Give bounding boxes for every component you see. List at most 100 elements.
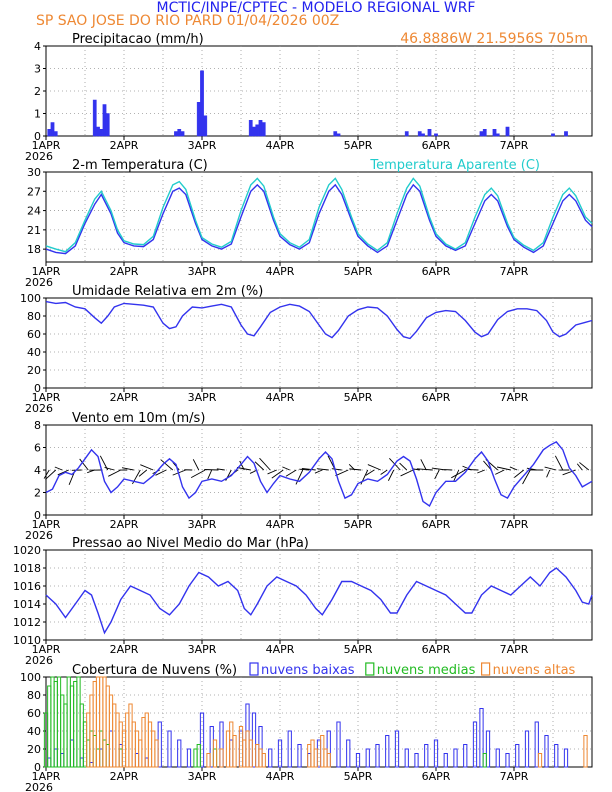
- y-tick-label: 6: [34, 442, 41, 455]
- wind-arrow: [259, 457, 271, 471]
- y-tick-label: 27: [27, 185, 41, 198]
- wind-arrow: [172, 469, 186, 476]
- bar-clouds-2: [326, 753, 331, 768]
- wind-arrow: [420, 459, 427, 471]
- bar-precip-0: [421, 133, 425, 137]
- x-tick-label: 2APR: [110, 265, 139, 278]
- panel-precip: 0 1 2 3 4 1APR 2APR 3APR 4APR 5APR 6APR 7APR 2026 Pre…: [25, 32, 593, 163]
- wind-arrow: [365, 469, 375, 476]
- bar-clouds-0: [453, 748, 458, 768]
- panel-title: 2-m Temperatura (C): [72, 158, 208, 173]
- wind-arrow: [190, 469, 206, 478]
- panel-title: Pressao ao Nivel Medio do Mar (hPa): [72, 536, 309, 551]
- legend-label-1: nuvens medias: [377, 663, 476, 678]
- wind-arrow: [431, 467, 446, 471]
- wind-arrow: [301, 467, 316, 471]
- y-tick-label: 40: [27, 346, 41, 359]
- bar-precip-0: [252, 126, 256, 137]
- bar-precip-0: [102, 104, 107, 137]
- wind-arrow: [282, 466, 290, 471]
- bar-clouds-0: [186, 748, 192, 768]
- y-tick-label: 0: [34, 761, 41, 774]
- bar-clouds-2: [583, 735, 588, 768]
- bar-precip-0: [47, 129, 52, 137]
- x-tick-label: 6APR: [422, 518, 451, 531]
- y-tick-label: 1020: [13, 544, 41, 557]
- bar-clouds-0: [365, 748, 370, 768]
- wind-arrow: [477, 469, 485, 474]
- wind-arrow: [434, 469, 440, 480]
- bar-clouds-0: [495, 748, 500, 768]
- panel-slp: 1010 1012 1014 1016 1018 1020 1APR 2APR 3APR 4APR…: [13, 536, 593, 667]
- wind-arrow: [79, 458, 89, 471]
- x-year-label: 2026: [25, 402, 53, 415]
- x-tick-label: 3APR: [188, 643, 217, 656]
- panel-rh: 0 20 40 60 80 100 1APR 2APR 3APR 4APR 5APR 6APR 7APR…: [20, 284, 593, 415]
- bar-precip-0: [105, 113, 110, 137]
- wind-arrow: [108, 469, 121, 477]
- x-tick-label: 6APR: [422, 770, 451, 783]
- x-tick-label: 3APR: [188, 139, 217, 152]
- bar-clouds-2: [206, 753, 211, 768]
- y-tick-label: 4: [34, 464, 41, 477]
- bar-clouds-0: [268, 748, 273, 768]
- bar-precip-0: [255, 124, 260, 137]
- wind-arrow: [380, 469, 388, 475]
- y-tick-label: 60: [27, 707, 41, 720]
- x-tick-label: 1APR: [32, 518, 61, 531]
- header-station: SP SAO JOSE DO RIO PARD 01/04/2026 00Z: [36, 13, 339, 29]
- bar-precip-0: [174, 131, 178, 137]
- bar-clouds-0: [479, 708, 484, 768]
- bar-clouds-0: [375, 744, 380, 768]
- legend-apparent-temp: Temperatura Aparente (C): [369, 158, 540, 173]
- panel-title: Vento em 10m (m/s): [72, 411, 205, 426]
- x-tick-label: 1APR: [32, 643, 61, 656]
- bar-clouds-0: [563, 748, 569, 768]
- bar-clouds-2: [313, 748, 318, 768]
- bar-clouds-0: [515, 744, 520, 768]
- bar-precip-0: [53, 131, 58, 137]
- series-line-temp-0: [45, 183, 593, 255]
- series-line-temp-1: [45, 177, 593, 253]
- panel-title: Cobertura de Nuvens (%): [72, 663, 237, 678]
- bar-clouds-0: [177, 739, 182, 768]
- y-tick-label: 100: [20, 671, 41, 684]
- bar-precip-0: [92, 99, 97, 137]
- panel-clouds: 0 20 40 60 80 100 1APR 2APR 3APR 4APR 5APR 6APR 7APR…: [20, 662, 593, 792]
- x-tick-label: 6APR: [422, 139, 451, 152]
- x-tick-label: 7APR: [500, 139, 529, 152]
- y-tick-label: 100: [20, 292, 41, 305]
- bar-clouds-0: [463, 744, 468, 768]
- wind-arrow: [314, 469, 323, 474]
- x-tick-label: 5APR: [344, 265, 373, 278]
- x-tick-label: 3APR: [188, 265, 217, 278]
- series-line-slp-0: [45, 567, 593, 635]
- bar-precip-0: [177, 129, 182, 137]
- x-tick-label: 2APR: [110, 643, 139, 656]
- bar-clouds-0: [199, 712, 205, 768]
- y-tick-label: 8: [34, 419, 41, 432]
- x-tick-label: 3APR: [188, 518, 217, 531]
- wind-arrow: [267, 469, 277, 475]
- y-tick-label: 0: [34, 130, 41, 143]
- wind-arrow: [236, 467, 251, 471]
- bar-precip-0: [551, 133, 555, 137]
- bar-precip-0: [564, 131, 568, 137]
- bar-precip-0: [248, 120, 253, 137]
- bar-clouds-0: [534, 721, 539, 768]
- x-tick-label: 4APR: [266, 265, 295, 278]
- bar-clouds-1: [196, 744, 201, 768]
- series-line-wind-0: [45, 441, 593, 508]
- y-tick-label: 30: [27, 166, 41, 179]
- y-tick-label: 20: [27, 743, 41, 756]
- y-tick-label: 20: [27, 364, 41, 377]
- x-tick-label: 6APR: [422, 643, 451, 656]
- bar-precip-0: [196, 102, 201, 137]
- wind-arrow: [554, 455, 564, 471]
- x-tick-label: 2APR: [110, 391, 139, 404]
- wind-arrow: [400, 469, 414, 477]
- legend-swatch-2: [481, 662, 491, 676]
- wind-arrow: [207, 469, 213, 480]
- y-tick-label: 1014: [13, 598, 41, 611]
- x-year-label: 2026: [25, 150, 53, 163]
